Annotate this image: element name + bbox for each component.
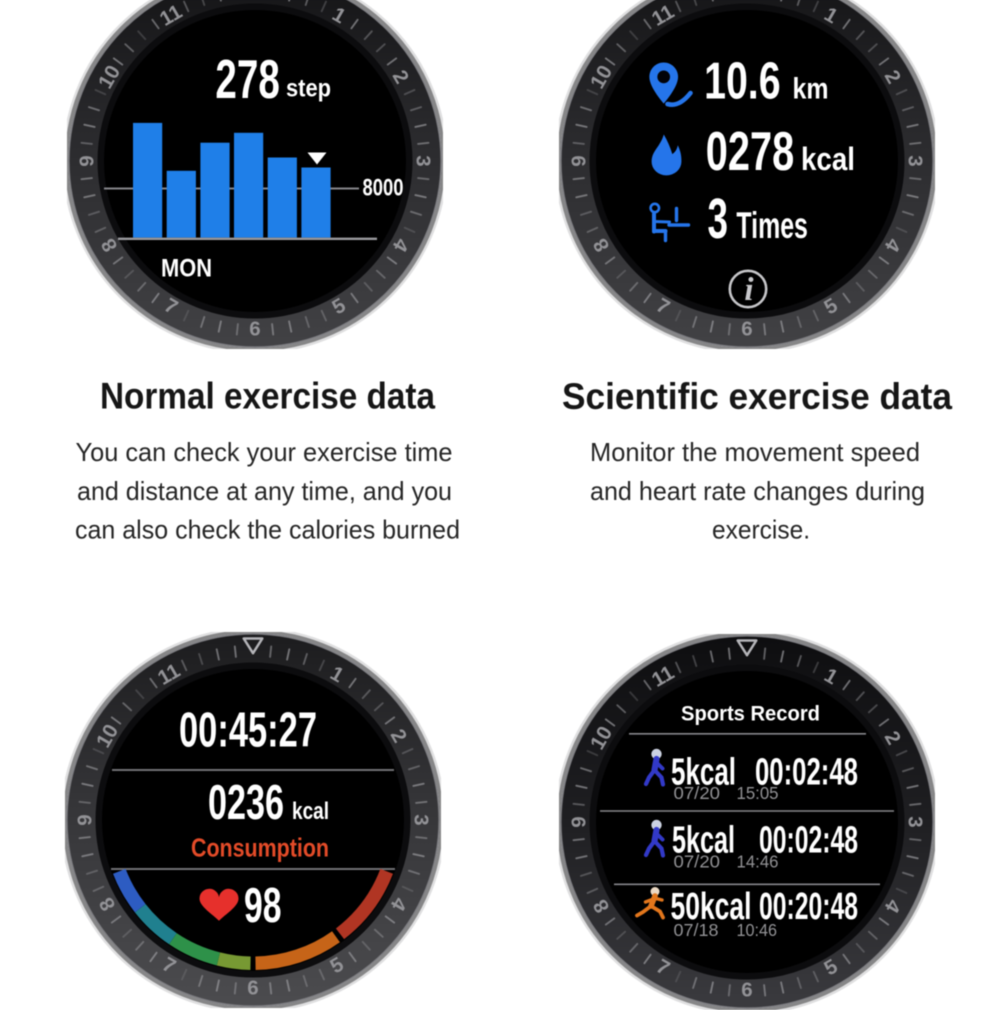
- svg-text:kcal: kcal: [801, 140, 855, 176]
- svg-text:15:05: 15:05: [737, 783, 779, 803]
- svg-text:Sports Record: Sports Record: [681, 702, 820, 726]
- svg-text:and heart rate changes during: and heart rate changes during: [590, 476, 925, 506]
- svg-text:07/20: 07/20: [674, 852, 721, 872]
- svg-text:3: 3: [708, 186, 729, 249]
- svg-text:Times: Times: [736, 204, 808, 245]
- svg-text:10.6: 10.6: [704, 52, 781, 110]
- svg-text:step: step: [286, 74, 331, 102]
- svg-text:MON: MON: [161, 254, 212, 282]
- svg-text:00:45:27: 00:45:27: [179, 703, 317, 758]
- svg-text:98: 98: [244, 878, 282, 933]
- svg-text:50kcal: 50kcal: [671, 886, 752, 928]
- svg-text:kcal: kcal: [292, 798, 329, 825]
- svg-text:Consumption: Consumption: [191, 833, 329, 863]
- svg-text:00:20:48: 00:20:48: [759, 886, 858, 928]
- svg-text:278: 278: [215, 48, 279, 110]
- svg-text:km: km: [793, 72, 829, 105]
- svg-text:5kcal: 5kcal: [672, 820, 735, 862]
- svg-text:8000: 8000: [363, 174, 404, 201]
- svg-text:07/18: 07/18: [674, 920, 719, 940]
- svg-text:10:46: 10:46: [737, 920, 778, 940]
- svg-text:Normal exercise data: Normal exercise data: [100, 376, 435, 417]
- svg-text:Scientific exercise data: Scientific exercise data: [562, 376, 952, 417]
- svg-text:You can check your exercise ti: You can check your exercise time: [76, 437, 453, 467]
- svg-text:0236: 0236: [208, 775, 284, 830]
- svg-text:Monitor the movement speed: Monitor the movement speed: [590, 437, 920, 467]
- svg-text:can also check the calories bu: can also check the calories burned: [75, 515, 460, 545]
- svg-text:i: i: [744, 272, 754, 308]
- svg-text:14:46: 14:46: [737, 852, 779, 872]
- svg-text:00:02:48: 00:02:48: [759, 820, 858, 862]
- svg-text:07/20: 07/20: [674, 783, 721, 803]
- svg-text:exercise.: exercise.: [712, 515, 810, 545]
- svg-text:5kcal: 5kcal: [671, 751, 736, 793]
- svg-text:0278: 0278: [706, 120, 794, 181]
- svg-text:and distance at any time, and: and distance at any time, and you: [77, 476, 452, 506]
- svg-text:00:02:48: 00:02:48: [755, 751, 858, 793]
